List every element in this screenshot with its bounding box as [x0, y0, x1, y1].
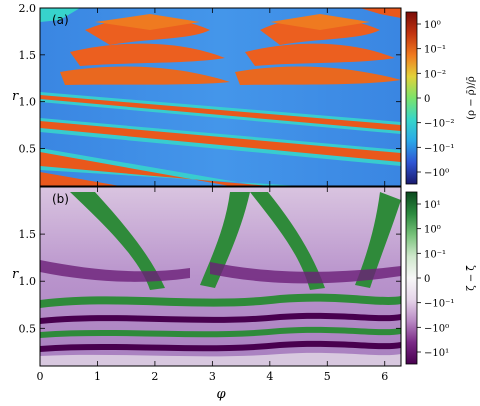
colorbar-tick-label: −10⁻¹ — [424, 143, 454, 154]
colorbar-a-ticks: 10⁰ 10⁻¹ 10⁻² 0 −10⁻² −10⁻¹ −10⁰ — [417, 20, 454, 179]
arm — [360, 8, 401, 18]
colorbar-tick-label: 0 — [424, 274, 430, 285]
arm — [95, 14, 200, 30]
arm — [40, 8, 80, 22]
colorbar-tick-label: −10⁻¹ — [424, 299, 454, 310]
panel-a-xticks — [39, 8, 386, 186]
colorbar-tick-label: 10⁻² — [424, 69, 446, 80]
panel-b: (b) 0.5 1.0 1.5 0 1 2 3 4 5 6 r φ — [12, 186, 402, 402]
y-tick-label: 0.5 — [19, 143, 37, 156]
colorbar-b-bar — [405, 191, 418, 365]
panel-b-xlabel: φ — [216, 387, 226, 402]
y-tick-label: 1.0 — [19, 96, 37, 109]
vortex — [210, 262, 401, 284]
panel-a-features — [40, 8, 401, 186]
colorbar-tick-label: −10⁰ — [424, 323, 449, 334]
panel-a-ylabel: r — [12, 89, 19, 104]
colorbar-tick-label: −10⁰ — [424, 168, 449, 179]
colorbar-tick-label: 10⁻¹ — [424, 45, 446, 56]
x-tick-label: 4 — [266, 370, 273, 383]
colorbar-tick-label: 10⁻¹ — [424, 249, 446, 260]
arm — [60, 66, 230, 85]
colorbar-b-label: ζ − ζ̄ — [466, 265, 477, 291]
arm — [70, 43, 225, 66]
colorbar-tick-label: −10¹ — [424, 348, 449, 359]
panel-a-frame — [39, 7, 402, 187]
wave — [40, 340, 401, 352]
vortex — [70, 192, 165, 290]
band — [40, 121, 401, 162]
colorbar-tick-label: 10⁰ — [424, 20, 441, 31]
x-tick-label: 3 — [209, 370, 216, 383]
arm — [270, 14, 370, 30]
panel-b-frame — [39, 186, 402, 367]
y-tick-label: 1.0 — [19, 275, 37, 288]
band — [40, 152, 270, 186]
wave — [40, 352, 401, 366]
x-tick-label: 2 — [151, 370, 158, 383]
band — [40, 172, 120, 186]
wave — [40, 293, 401, 308]
colorbar-tick-label: 0 — [424, 94, 430, 105]
colorbar-b-ticks: 10¹ 10⁰ 10⁻¹ 0 −10⁻¹ −10⁰ −10¹ — [417, 200, 454, 359]
panel-b-ylabel: r — [12, 267, 19, 282]
panel-b-tag: (b) — [52, 192, 69, 206]
panel-a: (a) 0.5 1.0 1.5 2.0 r — [12, 2, 402, 187]
panel-b-features — [40, 192, 401, 366]
vortex — [250, 192, 325, 290]
panel-a-yticks: 0.5 1.0 1.5 2.0 — [19, 2, 401, 156]
y-tick-label: 1.5 — [19, 228, 37, 241]
y-tick-label: 1.5 — [19, 49, 37, 62]
vortex — [40, 260, 190, 282]
arm — [245, 43, 395, 66]
arm — [235, 66, 401, 85]
colorbar-tick-label: −10⁻² — [424, 119, 454, 130]
y-tick-label: 0.5 — [19, 322, 37, 335]
x-tick-label: 1 — [94, 370, 101, 383]
y-tick-label: 2.0 — [19, 2, 37, 15]
colorbar-a-label: (ρ − ρ̄)/ρ̄ — [466, 76, 477, 120]
colorbar-tick-label: 10¹ — [424, 200, 441, 211]
wave — [40, 312, 401, 324]
colorbar-a: 10⁰ 10⁻¹ 10⁻² 0 −10⁻² −10⁻¹ −10⁰ (ρ − ρ̄)/ρ̄ — [405, 11, 477, 185]
x-tick-label: 6 — [381, 370, 388, 383]
band — [40, 95, 401, 131]
panel-a-tag: (a) — [52, 13, 69, 27]
wave — [40, 326, 401, 338]
colorbar-b: 10¹ 10⁰ 10⁻¹ 0 −10⁻¹ −10⁰ −10¹ ζ − ζ̄ — [405, 191, 477, 365]
x-tick-label: 5 — [324, 370, 331, 383]
panel-b-yticks: 0.5 1.0 1.5 — [19, 228, 401, 335]
colorbar-a-bar — [405, 11, 418, 185]
panel-b-xticks: 0 1 2 3 4 5 6 — [37, 187, 388, 383]
vortex — [355, 192, 401, 288]
colorbar-tick-label: 10⁰ — [424, 225, 441, 236]
x-tick-label: 0 — [37, 370, 44, 383]
